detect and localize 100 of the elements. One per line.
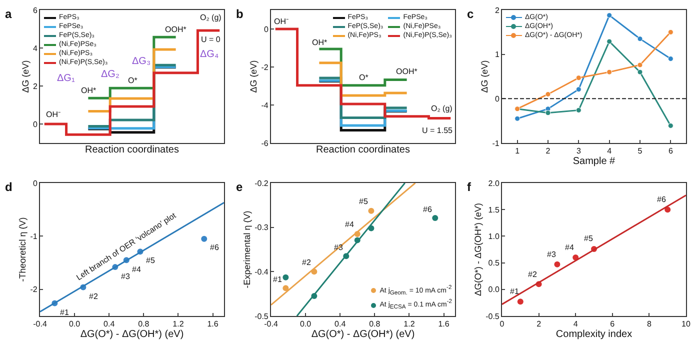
annotation: #4 (132, 265, 142, 274)
y-tick-label: -0.3 (254, 223, 269, 232)
y-axis-title: ΔG (eV) (248, 60, 259, 93)
y-axis-title: -Experimental η (V) (242, 210, 252, 288)
x-tick-label: 0.4 (104, 320, 116, 329)
annotation: #4 (345, 220, 354, 229)
point (282, 285, 289, 292)
point (668, 56, 674, 62)
y-tick-label: -0.2 (254, 178, 269, 188)
y-tick-label: 2.0 (488, 178, 500, 188)
chart-title: b (236, 7, 244, 21)
point (368, 208, 374, 214)
annotation: #2 (302, 258, 312, 267)
y-tick-label: 2 (494, 6, 500, 15)
chart-title: f (467, 180, 472, 194)
annotation: #1 (273, 275, 282, 284)
y-tick-label: 0 (264, 24, 269, 34)
point (668, 122, 674, 128)
chart-title: a (5, 7, 12, 21)
annotation: O* (128, 76, 138, 85)
y-tick-label: 4 (32, 44, 38, 53)
chart-title: d (5, 180, 12, 194)
y-tick-label: 2 (32, 82, 38, 91)
annotation: #1 (60, 308, 70, 317)
x-tick-label: 4 (607, 146, 612, 156)
x-tick-label: 1.6 (438, 320, 450, 329)
point (606, 69, 612, 75)
y-tick-label: 0 (32, 178, 38, 188)
y-axis-title: ΔG (eV) (480, 60, 490, 93)
point (545, 91, 551, 97)
x-tick-label: 3 (576, 146, 582, 156)
point (517, 298, 524, 305)
point (606, 38, 612, 44)
y-tick-label: -2 (30, 285, 38, 294)
annotation: O₂ (g) (431, 104, 453, 113)
x-tick-label: 4 (573, 320, 578, 329)
y-tick-label: -0.4 (254, 267, 269, 276)
point (606, 12, 612, 18)
point (576, 86, 582, 92)
x-tick-label: 10 (682, 320, 691, 329)
annotation: #2 (528, 270, 538, 279)
y-tick-label: 0.5 (488, 258, 500, 268)
y-tick-label: -2 (261, 62, 269, 72)
annotation: #5 (359, 197, 368, 206)
x-axis-title: Sample # (572, 156, 616, 168)
point (576, 75, 582, 81)
x-tick-label: 0.8 (138, 320, 150, 329)
x-tick-label: 1 (515, 146, 520, 156)
point (668, 29, 674, 35)
annotation: OOH* (396, 67, 418, 76)
annotation: OH⁻ (46, 110, 61, 119)
annotation: U = 1.55 (422, 126, 454, 135)
y-tick-label: 1.0 (488, 232, 500, 241)
x-axis-title: Complexity index (556, 329, 632, 340)
y-tick-label: -4 (261, 100, 269, 110)
x-axis-title: ΔG(O*) - ΔG(OH*) (eV) (311, 329, 415, 340)
y-tick-label: -6 (261, 138, 269, 148)
annotation: ΔG₁ (57, 73, 76, 84)
x-tick-label: 1.2 (404, 320, 416, 329)
y-tick-label: -1 (30, 232, 38, 241)
annotation: #6 (657, 195, 666, 204)
point (554, 261, 560, 268)
point (201, 236, 208, 242)
y-tick-label: 0.0 (488, 285, 500, 294)
x-tick-label: 0.8 (369, 320, 381, 329)
annotation: #4 (565, 243, 574, 252)
x-tick-label: 6 (668, 146, 674, 156)
point (282, 274, 289, 280)
y-tick-label: 0 (32, 120, 38, 129)
x-axis-title: Reaction coordinates (316, 144, 410, 156)
y-axis-title: -Theoreticl η (V) (18, 217, 28, 282)
y-axis-title: ΔG(O*) - ΔG(OH*) (eV) (472, 202, 483, 296)
y-tick-label: -1 (492, 138, 500, 148)
y-tick-label: 0 (494, 94, 500, 104)
annotation: ΔG₂ (101, 69, 120, 80)
annotation: O₂ (g) (200, 13, 222, 22)
y-tick-label: -0.5 (254, 312, 269, 321)
chart-title: e (236, 180, 243, 194)
x-tick-label: 0.4 (334, 320, 346, 329)
y-tick-label: 1.5 (488, 205, 500, 214)
annotation: OH* (312, 38, 328, 47)
annotation: #6 (423, 205, 432, 214)
x-tick-label: 2 (536, 320, 542, 329)
y-axis-title: ΔG (eV) (20, 60, 30, 93)
point (637, 36, 643, 42)
x-tick-label: 1.6 (207, 320, 219, 329)
annotation: O* (359, 73, 368, 82)
annotation: ΔG₃ (132, 56, 151, 67)
annotation: #2 (89, 292, 98, 301)
annotation: #1 (510, 287, 520, 296)
point (432, 215, 438, 222)
annotation: ΔG₄ (200, 49, 219, 60)
x-tick-label: 5 (638, 146, 643, 156)
annotation: OH⁻ (274, 17, 289, 26)
point (637, 62, 643, 68)
x-tick-label: 0.0 (68, 320, 81, 329)
y-tick-label: -0.5 (486, 312, 500, 321)
x-tick-label: 8 (646, 320, 652, 329)
x-tick-label: 0.0 (300, 320, 312, 329)
point (545, 110, 551, 116)
